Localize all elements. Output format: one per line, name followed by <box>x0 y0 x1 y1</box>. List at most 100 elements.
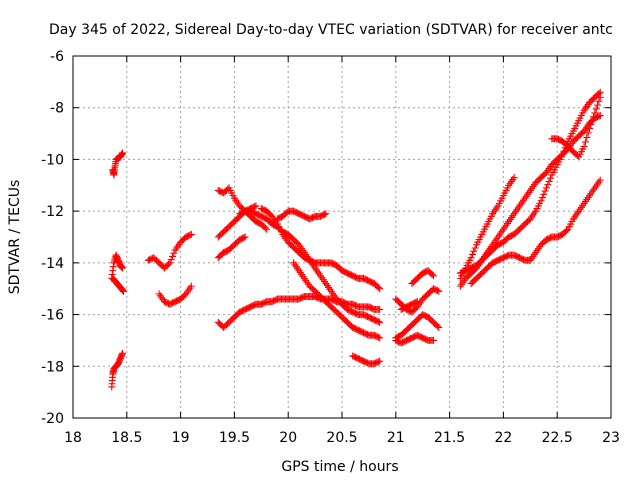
series-arc-o <box>349 352 384 368</box>
data-point-marker <box>321 210 329 218</box>
data-point-marker <box>167 256 175 264</box>
x-tick-label: 22 <box>494 430 512 446</box>
data-point-marker <box>596 93 604 101</box>
data-point-marker <box>590 113 598 121</box>
data-point-marker <box>374 333 382 341</box>
data-point-marker <box>261 224 269 232</box>
y-tick-label: -8 <box>50 101 64 117</box>
data-point-marker <box>413 298 421 306</box>
data-point-marker <box>559 150 567 158</box>
data-point-marker <box>376 305 384 313</box>
data-point-marker <box>412 298 420 306</box>
x-tick-label: 23 <box>602 430 620 446</box>
series-arc-k <box>214 202 260 241</box>
data-point-marker <box>580 143 588 150</box>
data-point-marker <box>251 203 259 211</box>
series-arc-c <box>109 274 128 295</box>
data-point-marker <box>538 194 546 202</box>
grid-lines <box>73 56 611 418</box>
data-point-marker <box>429 272 437 280</box>
data-point-marker <box>581 138 589 146</box>
series-arc-q <box>392 311 443 342</box>
data-point-marker <box>510 174 518 182</box>
x-tick-label: 19 <box>172 430 190 446</box>
data-point-marker <box>595 97 603 105</box>
series-arc-y <box>548 93 604 161</box>
data-point-marker <box>187 282 195 290</box>
data-point-marker <box>537 197 545 205</box>
series-arc-a <box>109 149 126 179</box>
y-tick-label: -12 <box>41 204 64 220</box>
series-arc-x <box>467 176 604 288</box>
data-point-marker <box>595 112 603 120</box>
data-point-marker <box>588 117 596 125</box>
data-point-marker <box>591 109 599 117</box>
x-tick-label: 18 <box>64 430 82 446</box>
y-tick-label: -18 <box>41 359 64 375</box>
series-arc-w <box>456 88 604 277</box>
y-tick-label: -16 <box>41 308 64 324</box>
data-point-marker <box>433 287 441 295</box>
data-point-marker <box>596 176 604 184</box>
data-point-marker <box>471 244 479 252</box>
x-tick-label: 20.5 <box>326 430 357 446</box>
y-tick-label: -6 <box>50 49 64 65</box>
data-point-marker <box>592 105 600 113</box>
data-point-marker <box>241 233 249 241</box>
data-point-marker <box>595 89 603 97</box>
axis-ticks: 18 18.5 19 19.5 20 20.5 21 21.5 22 22.5 23 -20 -18 -1… <box>41 49 620 446</box>
data-point-marker <box>563 227 571 235</box>
x-tick-label: 20 <box>279 430 297 446</box>
data-point-marker <box>596 111 604 119</box>
data-point-marker <box>429 336 437 344</box>
data-point-marker <box>322 210 330 218</box>
data-point-marker <box>169 252 177 260</box>
x-tick-label: 19.5 <box>219 430 250 446</box>
data-point-marker <box>376 318 384 326</box>
series-arc-l <box>214 233 249 262</box>
series-arc-j <box>273 207 330 223</box>
x-tick-label: 21.5 <box>434 430 465 446</box>
data-point-marker <box>587 121 595 129</box>
data-point-marker <box>435 324 443 331</box>
series-arc-s <box>408 267 437 288</box>
data-point-marker <box>583 133 591 141</box>
x-tick-label: 22.5 <box>542 430 573 446</box>
data-point-marker <box>374 318 382 326</box>
data-point-marker <box>252 202 260 210</box>
series-arc-b <box>108 251 126 282</box>
data-point-marker <box>118 149 126 157</box>
data-point-marker <box>166 259 174 267</box>
y-tick-label: -10 <box>41 152 64 168</box>
series-arc-n <box>290 259 384 342</box>
y-tick-label: -20 <box>41 411 64 427</box>
data-point-marker <box>435 287 443 295</box>
series-arc-d <box>108 349 126 391</box>
series-arc-e <box>155 282 195 308</box>
x-tick-label: 21 <box>387 430 405 446</box>
x-axis-label: GPS time / hours <box>281 459 398 475</box>
series-arc-p <box>392 285 443 316</box>
data-points <box>108 88 604 391</box>
data-point-marker <box>546 174 554 182</box>
x-tick-label: 18.5 <box>111 430 142 446</box>
data-point-marker <box>186 231 194 239</box>
data-point-marker <box>433 322 441 330</box>
data-point-marker <box>467 254 475 262</box>
data-point-marker <box>545 177 553 185</box>
data-point-marker <box>374 283 382 291</box>
data-point-marker <box>541 187 549 195</box>
data-point-marker <box>560 147 568 155</box>
chart-title: Day 345 of 2022, Sidereal Day-to-day VTE… <box>49 22 613 38</box>
data-point-marker <box>428 270 436 278</box>
data-point-marker <box>118 349 126 357</box>
data-point-marker <box>374 358 382 366</box>
data-point-marker <box>468 250 476 258</box>
data-point-marker <box>470 247 478 255</box>
data-point-marker <box>376 285 384 293</box>
data-point-marker <box>187 230 195 238</box>
data-point-marker <box>542 184 550 192</box>
data-point-marker <box>594 101 602 109</box>
y-tick-label: -14 <box>41 256 64 272</box>
